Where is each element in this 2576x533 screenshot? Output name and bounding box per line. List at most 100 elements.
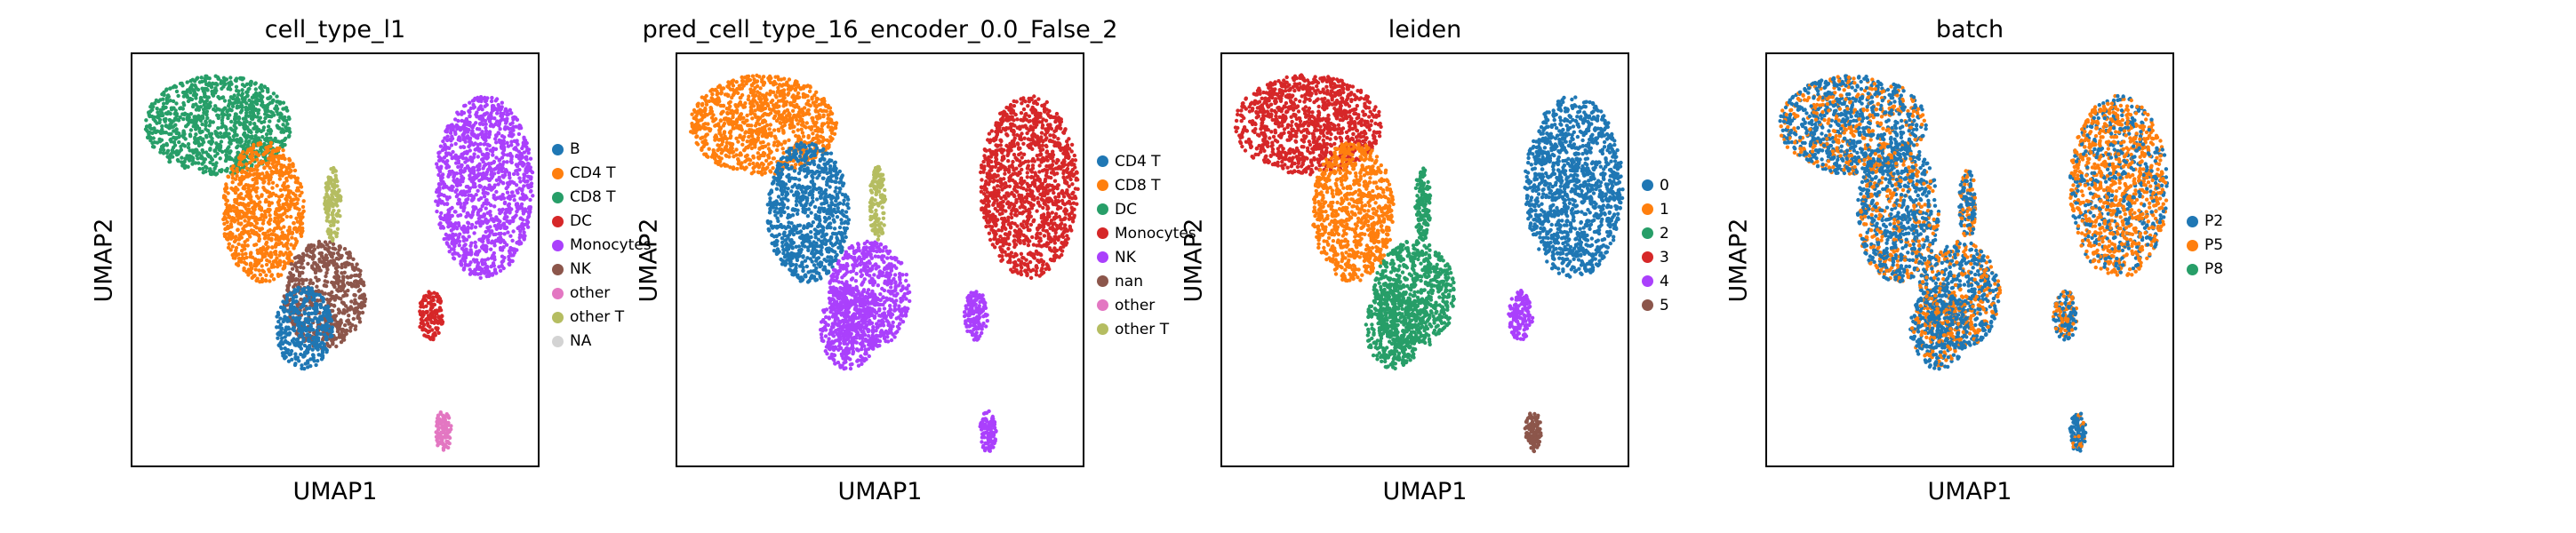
cell-point [357,320,363,324]
cell-point [149,126,154,131]
cell-point [466,127,470,131]
cell-point [299,306,303,310]
cell-point [471,179,476,183]
cell-point [275,171,279,175]
cell-point [462,230,467,235]
cell-point [340,282,346,286]
cell-point [299,217,303,221]
cell-point [466,225,470,230]
cell-point [257,234,261,238]
cell-point [270,180,276,185]
cell-point [444,414,449,418]
cell-point [495,224,500,228]
cell-point [753,108,757,113]
cell-point [276,161,281,166]
cell-point [355,273,359,278]
cell-point [420,326,425,330]
cell-point [510,190,515,195]
cell-point [459,261,463,266]
cell-point [288,292,293,297]
cell-point [335,288,340,292]
cell-point [751,161,756,166]
cell-point [340,311,345,315]
cell-point [314,362,318,368]
cell-point [452,175,456,179]
cell-point [498,268,503,273]
cell-point [345,281,350,285]
cell-point [204,105,209,109]
cell-point [500,117,504,122]
cell-point [307,290,311,294]
cell-point [185,80,189,84]
cell-point [240,168,245,173]
cell-point [507,202,512,206]
cell-point [270,148,275,154]
cell-point [363,297,368,301]
cell-point [267,203,272,208]
panel-title: cell_type_l1 [264,16,406,44]
cell-point [281,148,285,153]
cell-point [531,194,535,198]
cell-point [265,86,270,91]
cell-point [181,100,186,106]
cell-point [489,203,493,208]
cell-point [526,214,532,219]
cell-point [160,113,165,118]
cell-point [260,135,265,139]
cell-point [224,202,228,207]
cell-point [268,100,273,106]
cell-point [258,115,262,120]
cell-point [181,94,187,99]
cell-point [362,293,367,298]
cell-point [352,279,357,284]
cell-point [334,200,339,204]
cell-point [198,131,203,135]
cell-point [469,226,474,230]
cell-point [269,232,274,236]
cell-point [324,274,328,279]
cell-point [489,99,494,104]
cell-point [332,183,336,187]
cell-point [352,292,356,298]
cell-point [299,291,304,296]
cell-point [265,163,270,168]
cell-point [347,314,351,318]
cell-point [308,324,313,330]
cell-point [268,190,272,195]
cell-point [281,100,286,105]
cell-point [349,284,355,289]
cell-point [321,347,325,352]
cell-point [324,323,328,328]
cell-point [151,116,156,122]
cell-point [236,195,241,199]
cell-point [476,133,481,138]
cluster-small-bottom-right [434,410,453,452]
cell-point [226,115,230,121]
cell-point [492,196,497,201]
cell-point [174,153,180,157]
cell-point [305,348,309,353]
cell-point [229,119,234,124]
cell-point [516,171,520,177]
cell-point [799,127,804,131]
cell-point [156,110,160,115]
cell-point [453,117,458,122]
cell-point [328,179,333,184]
cell-point [248,254,252,259]
cell-point [468,120,472,125]
cell-point [343,265,348,269]
cell-point [460,155,465,160]
cell-point [270,186,275,190]
cell-point [451,185,455,189]
cell-point [517,123,522,128]
cell-point [444,433,448,437]
cell-point [230,96,235,100]
cell-point [472,231,476,235]
cell-point [740,161,744,165]
cell-point [168,86,172,91]
cell-point [282,264,286,268]
cell-point [233,115,237,119]
cell-point [222,99,228,103]
cell-point [286,359,292,363]
cell-point [436,182,442,187]
